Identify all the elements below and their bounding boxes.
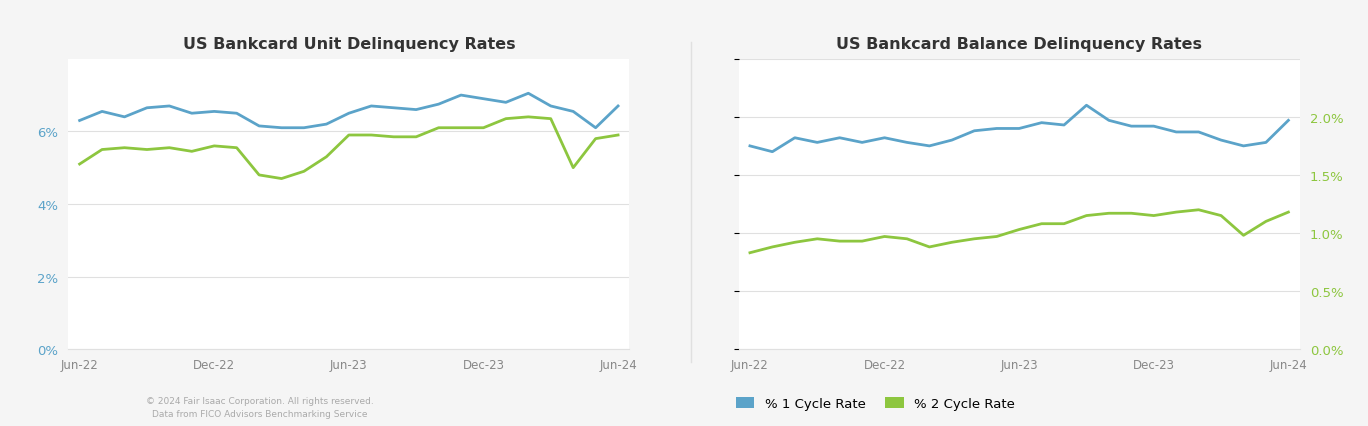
Title: US Bankcard Balance Delinquency Rates: US Bankcard Balance Delinquency Rates [836,37,1202,52]
Text: © 2024 Fair Isaac Corporation. All rights reserved.
Data from FICO Advisors Benc: © 2024 Fair Isaac Corporation. All right… [146,396,373,417]
Title: US Bankcard Unit Delinquency Rates: US Bankcard Unit Delinquency Rates [182,37,516,52]
Legend: % 1 Cycle Rate, % 2 Cycle Rate: % 1 Cycle Rate, % 2 Cycle Rate [731,391,1021,415]
